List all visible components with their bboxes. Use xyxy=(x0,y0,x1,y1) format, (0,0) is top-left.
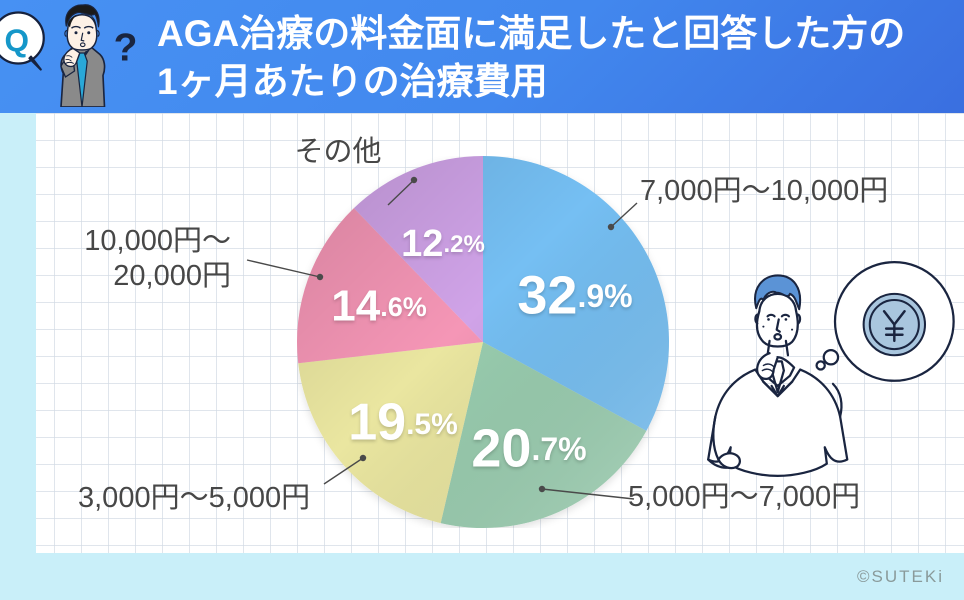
svg-text:Q: Q xyxy=(4,22,29,58)
svg-text:?: ? xyxy=(114,27,138,70)
